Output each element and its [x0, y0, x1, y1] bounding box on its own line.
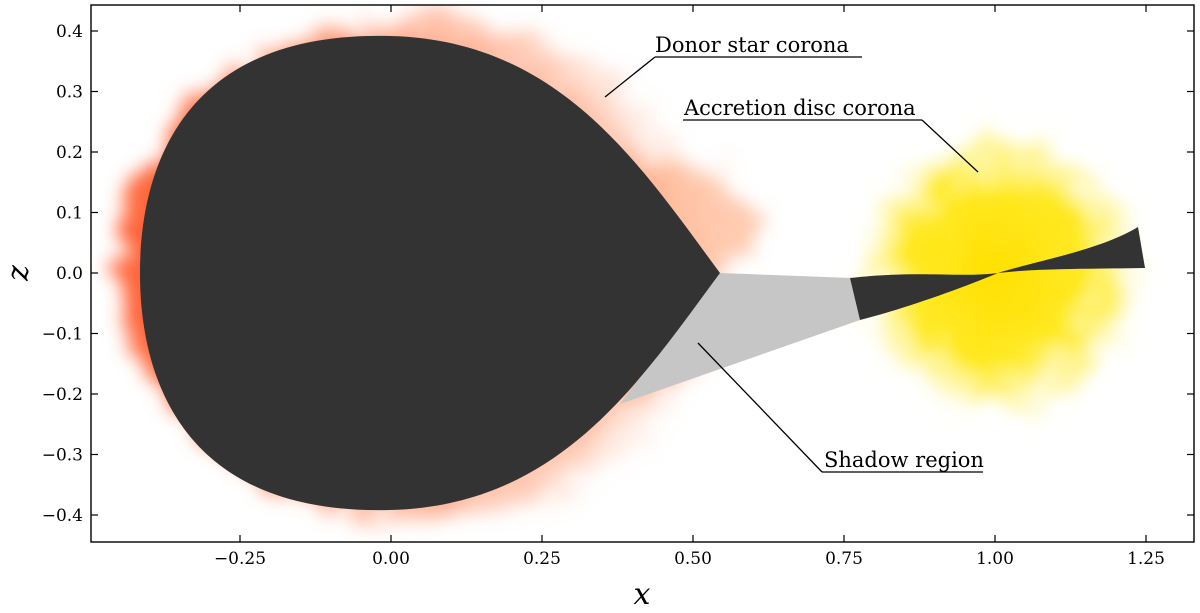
- y-tick-label: −0.3: [42, 446, 83, 466]
- donor-star: [140, 35, 720, 511]
- annotation-donor-corona: Donor star corona: [604, 33, 862, 98]
- y-tick-label: −0.2: [42, 385, 83, 405]
- y-tick-label: 0.2: [56, 143, 83, 163]
- x-tick-label: 0.25: [523, 549, 561, 569]
- y-tick-label: −0.4: [42, 506, 83, 526]
- y-tick-label: 0.1: [56, 204, 83, 224]
- shadow-region: [620, 273, 860, 404]
- annotation-shadow: Shadow region: [697, 342, 984, 473]
- annotation-donor-corona-label: Donor star corona: [655, 33, 849, 57]
- x-tick-label: 0.00: [372, 549, 410, 569]
- y-tick-label: 0.3: [56, 83, 83, 103]
- x-tick-label: 1.25: [1127, 549, 1165, 569]
- annotation-disc-corona: Accretion disc corona: [683, 96, 979, 173]
- x-tick-label: 1.00: [976, 549, 1014, 569]
- axis-ticks: −0.25 0.00 0.25 0.50 0.75 1.00 1.25 0.4 0.3 0.2 0.…: [42, 5, 1194, 569]
- x-tick-label: −0.25: [214, 549, 266, 569]
- annotation-shadow-label: Shadow region: [824, 448, 984, 472]
- y-tick-label: −0.1: [42, 325, 83, 345]
- x-tick-label: 0.75: [825, 549, 863, 569]
- x-tick-label: 0.50: [674, 549, 712, 569]
- annotation-disc-corona-label: Accretion disc corona: [683, 96, 916, 120]
- y-axis-label: z: [1, 265, 36, 282]
- x-axis-label: x: [634, 577, 651, 612]
- y-tick-label: 0.0: [56, 264, 83, 284]
- y-tick-label: 0.4: [56, 22, 83, 42]
- accretion-disc: [850, 227, 1145, 320]
